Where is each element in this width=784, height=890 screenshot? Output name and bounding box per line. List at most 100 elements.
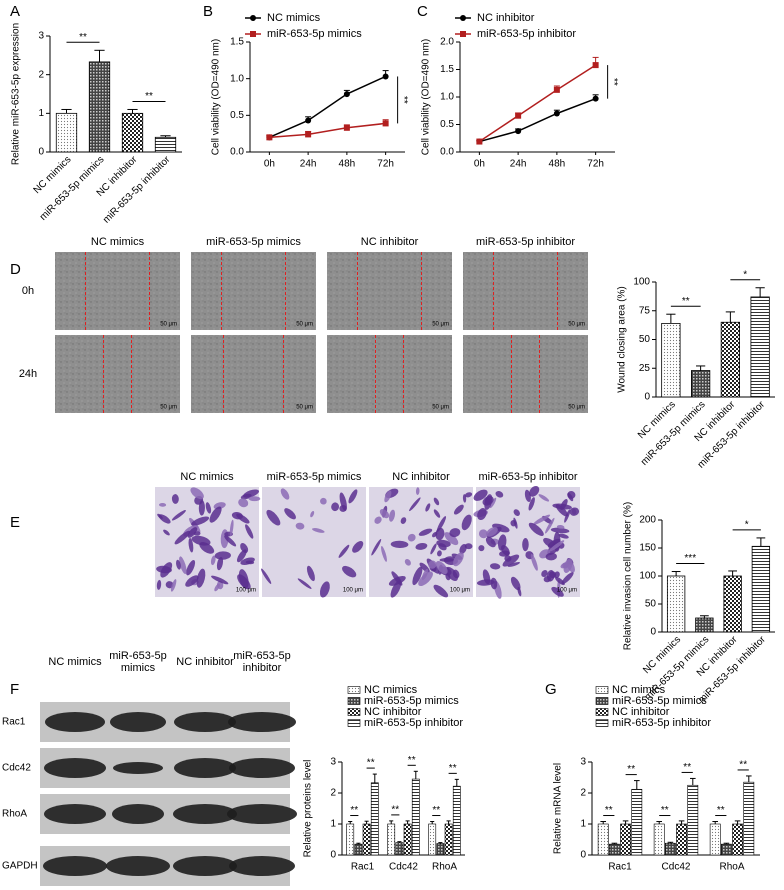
y-tick-label: 0.5: [440, 119, 454, 130]
bar: [687, 784, 699, 856]
cell: [379, 509, 390, 519]
panel-letter: D: [10, 261, 21, 278]
cell: [284, 508, 296, 520]
x-tick-label: 48h: [549, 159, 566, 170]
x-tick-label: 0h: [474, 159, 485, 170]
cell: [216, 556, 224, 571]
legend-label: miR-653-5p mimics: [364, 695, 459, 707]
significance-label: **: [398, 96, 409, 104]
cell: [556, 524, 565, 530]
cell: [280, 488, 290, 500]
significance-label: **: [683, 762, 691, 773]
significance-label: **: [350, 805, 358, 816]
cell: [461, 514, 472, 531]
bar: [695, 617, 714, 633]
cell: [453, 504, 464, 515]
y-tick-label: 200: [639, 515, 656, 526]
y-tick-label: 2: [330, 788, 336, 799]
blot-column-label: miR-653-5p mimics: [109, 650, 167, 674]
panel-letter: C: [417, 3, 428, 20]
blot-band: [229, 758, 295, 778]
bar: [370, 782, 379, 856]
cell: [418, 528, 433, 536]
bar: [608, 843, 620, 856]
bar: [676, 823, 687, 856]
y-tick-label: 1.5: [440, 64, 454, 75]
cell: [478, 545, 485, 552]
scale-label: 100 μm: [557, 588, 577, 594]
cell: [211, 575, 229, 585]
legend-label: NC inhibitor: [612, 706, 670, 718]
marker: [382, 120, 389, 127]
blot-band: [113, 762, 163, 774]
cell: [248, 496, 261, 502]
cell: [157, 513, 163, 519]
legend-label: NC inhibitor: [477, 12, 535, 24]
significance-label: **: [608, 78, 619, 86]
y-tick-label: 0.0: [440, 147, 454, 158]
bar: [653, 823, 665, 856]
marker: [382, 73, 389, 80]
legend-swatch: [347, 708, 361, 716]
cell: [390, 580, 402, 598]
significance-label: **: [627, 764, 635, 775]
legend-marker: [460, 31, 466, 37]
significance-label: **: [432, 805, 440, 816]
bar: [743, 781, 755, 856]
bar: [664, 842, 676, 856]
marker: [592, 95, 599, 102]
y-axis-label: Relative invasion cell number (%): [623, 502, 634, 650]
cell: [407, 533, 416, 542]
cell: [245, 524, 254, 539]
bar: [620, 823, 631, 856]
scale-label: 50 μm: [432, 405, 449, 411]
legend-label: NC mimics: [612, 684, 666, 696]
marker: [515, 128, 522, 135]
series-line: [269, 75, 386, 139]
significance-label: *: [743, 269, 747, 280]
cell: [338, 544, 350, 558]
series-line: [478, 64, 597, 143]
scale-label: 50 μm: [296, 405, 313, 411]
y-axis-label: Relative mRNA level: [553, 763, 564, 854]
cell: [409, 497, 421, 512]
cell: [543, 576, 551, 583]
bar: [88, 61, 111, 153]
bar: [691, 370, 711, 398]
legend-swatch: [595, 719, 609, 727]
y-tick-label: 0.0: [230, 147, 244, 158]
blot-row-label: Rac1: [2, 717, 26, 728]
cell: [213, 502, 226, 510]
marker: [592, 62, 599, 69]
cell: [510, 576, 521, 591]
significance-label: **: [661, 805, 669, 816]
cell: [238, 569, 249, 589]
significance-label: **: [367, 758, 375, 769]
cell: [261, 568, 272, 584]
significance-label: ***: [684, 553, 696, 564]
cell: [171, 510, 186, 521]
cell: [229, 519, 234, 537]
cell: [388, 509, 396, 522]
y-tick-label: 1.5: [230, 37, 244, 48]
cell: [435, 561, 448, 575]
x-tick-label: Cdc42: [389, 862, 418, 873]
cell: [191, 535, 211, 546]
cell: [374, 516, 382, 524]
blot-band: [228, 712, 296, 732]
cell: [513, 509, 520, 517]
significance-label: **: [605, 805, 613, 816]
legend-marker: [250, 31, 256, 37]
significance-label: **: [449, 763, 457, 774]
cell: [492, 523, 510, 533]
cell: [444, 532, 459, 546]
cell: [236, 513, 250, 524]
cell: [384, 490, 392, 503]
cell: [412, 566, 423, 586]
cell: [176, 559, 181, 570]
cell: [558, 533, 569, 539]
legend-label: NC mimics: [364, 684, 418, 696]
cell: [190, 487, 204, 500]
cell: [567, 490, 576, 499]
